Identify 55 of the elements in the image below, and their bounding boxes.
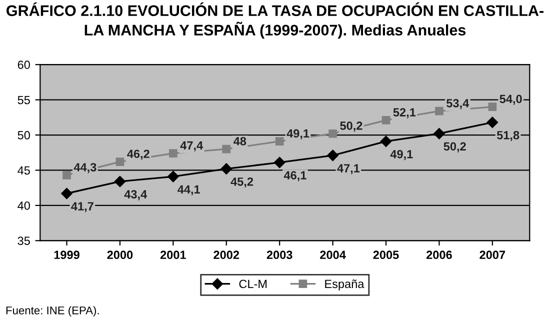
point <box>114 176 126 188</box>
data-label: 41,7 <box>71 202 94 212</box>
y-tick-label: 55 <box>18 96 30 104</box>
y-tick-label: 45 <box>18 166 30 175</box>
legend-label: España <box>325 280 364 290</box>
data-label: 46,1 <box>284 171 306 182</box>
point <box>488 102 497 112</box>
point <box>486 116 498 128</box>
data-label: 45,2 <box>230 177 254 188</box>
x-tick-label: 2004 <box>320 250 346 260</box>
point <box>220 163 232 174</box>
data-label: 53,4 <box>446 98 470 110</box>
data-label: 50,2 <box>444 142 466 152</box>
source-note: Fuente: INE (EPA). <box>6 306 99 317</box>
x-tick-label: 2006 <box>426 250 452 260</box>
point <box>328 129 337 138</box>
x-tick-label: 2003 <box>266 250 292 260</box>
x-tick-label: 2001 <box>160 250 186 260</box>
point <box>116 158 124 166</box>
chart-title: GRÁFICO 2.1.10 EVOLUCIÓN DE LA TASA DE OCUPACIÓN EN CASTILLA- LA MANCHA Y ESPAÑA (1999-2007). Medias Anuales <box>6 2 544 39</box>
data-label: 47,1 <box>337 164 360 174</box>
data-label: 52,1 <box>393 108 416 118</box>
legend-label: CL-M <box>239 280 267 288</box>
point <box>62 170 71 180</box>
data-label: 46,2 <box>127 150 150 160</box>
x-tick-label: 2000 <box>107 250 133 260</box>
x-tick-label: 2002 <box>214 250 240 260</box>
x-tick-label: 2007 <box>480 250 506 260</box>
data-label: 47,4 <box>180 141 204 152</box>
data-label: 50,2 <box>340 122 362 132</box>
data-label: 51,8 <box>496 130 520 142</box>
y-tick-label: 50 <box>18 131 30 140</box>
point <box>169 149 178 158</box>
x-tick-label: 1999 <box>54 250 80 260</box>
data-label: 54,0 <box>500 94 522 105</box>
y-tick-label: 40 <box>18 201 30 210</box>
point <box>435 106 444 116</box>
data-label: 48 <box>233 137 246 146</box>
point <box>382 116 390 124</box>
y-tick-label: 60 <box>18 60 30 69</box>
point <box>61 188 72 200</box>
point <box>327 150 338 162</box>
data-label: 49,1 <box>286 129 310 140</box>
data-label: 43,4 <box>124 190 148 200</box>
data-label: 49,1 <box>390 150 413 160</box>
y-tick-label: 35 <box>18 236 30 246</box>
point <box>434 128 445 140</box>
data-label: 44,3 <box>74 163 96 174</box>
point <box>275 137 284 146</box>
x-tick-label: 2005 <box>373 250 399 260</box>
point <box>168 170 179 182</box>
point <box>222 144 231 154</box>
point <box>380 136 392 147</box>
data-label: 44,1 <box>178 185 200 196</box>
point <box>274 156 286 168</box>
